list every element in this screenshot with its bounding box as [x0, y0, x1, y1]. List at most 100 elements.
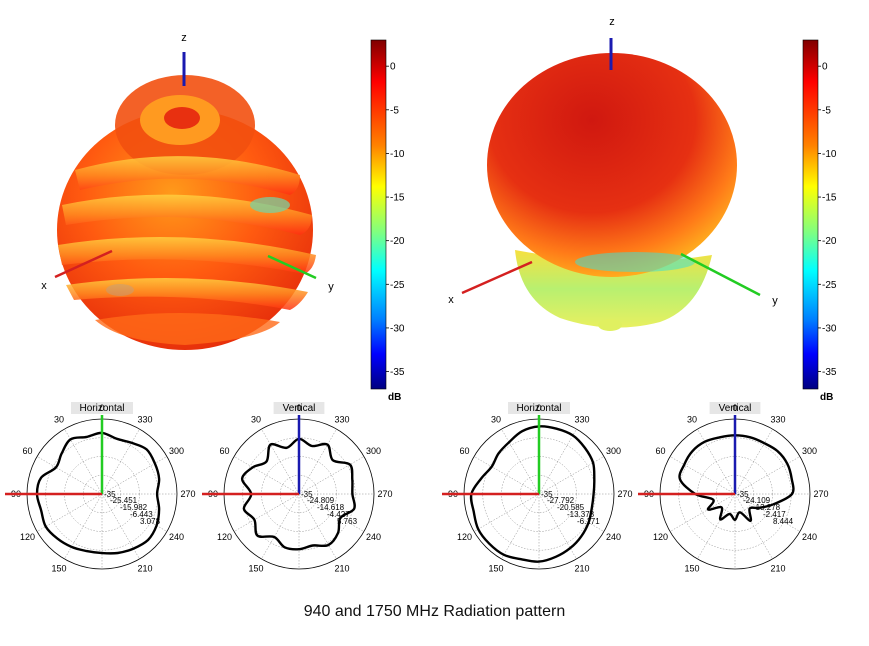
- polar-angle-label: 240: [802, 532, 817, 542]
- polar-angle-label: 330: [137, 415, 152, 425]
- polar-radial-label: -35: [104, 490, 116, 499]
- colorbar-940: 0 -5 -10 -15 -20 -25 -30 -35 dB: [370, 39, 405, 403]
- polar-angle-label: 30: [54, 415, 64, 425]
- polar-angle-label: 210: [137, 563, 152, 573]
- surface-ring: [95, 312, 280, 345]
- surface-ring: [62, 194, 312, 235]
- polar-grid-spoke: [501, 493, 540, 560]
- polar-horizontal-940: Horizontal0306090120150210240270300330-3…: [5, 402, 196, 573]
- polar-grid-spoke: [697, 428, 736, 495]
- y-axis-label: y: [328, 281, 334, 293]
- polar-angle-label: 120: [217, 532, 232, 542]
- polar-radial-label: 8.444: [773, 517, 794, 526]
- polar-angle-label: 60: [23, 446, 33, 456]
- pattern-3d-940: z x y: [41, 32, 334, 350]
- polar-grid-spoke: [36, 456, 103, 495]
- polar-grid-spoke: [734, 456, 801, 495]
- polar-grid-spoke: [233, 456, 300, 495]
- polar-grid-spoke: [298, 493, 365, 532]
- pattern-trace: [469, 425, 596, 563]
- polar-angle-label: 300: [366, 446, 381, 456]
- polar-angle-label: 300: [802, 446, 817, 456]
- surface-ring: [164, 107, 200, 129]
- colorbar-1750: 0 -5 -10 -15 -20 -25 -30 -35 dB: [802, 39, 837, 403]
- colorbar-tick-label: -20: [822, 236, 837, 247]
- polar-grid-spoke: [538, 493, 605, 532]
- polar-angle-label: 300: [606, 446, 621, 456]
- polar-grid-spoke: [669, 456, 736, 495]
- polar-angle-label: 150: [51, 563, 66, 573]
- polar-angle-label: 30: [687, 415, 697, 425]
- polar-title-bg: [273, 402, 325, 414]
- polar-angle-label: 270: [377, 489, 392, 499]
- polar-radial-label: 5.763: [337, 517, 358, 526]
- polar-angle-label: 0: [296, 403, 301, 413]
- polar-grid-spoke: [36, 493, 103, 532]
- polar-title-bg: [71, 402, 133, 414]
- polar-angle-label: 270: [813, 489, 828, 499]
- x-axis-line: [54, 249, 113, 279]
- polar-vertical-1750: Vertical0306090120150210240270300330-35-…: [638, 402, 829, 573]
- polar-grid-spoke: [101, 493, 168, 532]
- polar-radial-label: -20.585: [557, 503, 585, 512]
- polar-title-bg: [709, 402, 761, 414]
- polar-angle-label: 60: [656, 446, 666, 456]
- colorbar-tick-label: -25: [390, 280, 405, 291]
- polar-angle-label: 330: [770, 415, 785, 425]
- colorbar-tick-label: -5: [390, 105, 399, 116]
- polar-radial-label: -15.982: [120, 503, 148, 512]
- polar-angle-label: 240: [366, 532, 381, 542]
- colorbar-gradient: [370, 39, 387, 390]
- polar-angle-label: 30: [251, 415, 261, 425]
- polar-angle-label: 330: [574, 415, 589, 425]
- polar-grid-spoke: [538, 493, 577, 560]
- colorbar-tick-label: -30: [390, 323, 405, 334]
- polar-grid-spoke: [261, 493, 300, 560]
- colorbar-tick-label: -35: [822, 367, 837, 378]
- polar-radial-label: -35: [541, 490, 553, 499]
- polar-angle-label: 0: [536, 403, 541, 413]
- polar-title: Horizontal: [516, 403, 561, 414]
- polar-radial-label: -2.417: [763, 510, 786, 519]
- polar-title: Horizontal: [79, 403, 124, 414]
- polar-angle-label: 300: [169, 446, 184, 456]
- colorbar-tick-label: -15: [390, 193, 405, 204]
- colorbar-tick-label: -5: [822, 105, 831, 116]
- polar-radial-label: -35: [737, 490, 749, 499]
- polar-angle-label: 270: [617, 489, 632, 499]
- surface-body: [487, 53, 737, 277]
- polar-grid-spoke: [697, 493, 736, 560]
- surface-ring: [75, 156, 300, 195]
- colorbar-tick-label: -35: [390, 367, 405, 378]
- polar-grid-spoke: [473, 456, 540, 495]
- polar-grid-spoke: [538, 428, 577, 495]
- polar-angle-label: 210: [574, 563, 589, 573]
- polar-angle-label: 60: [220, 446, 230, 456]
- surface-low-spot: [250, 197, 290, 213]
- polar-angle-label: 0: [732, 403, 737, 413]
- polar-angle-label: 150: [248, 563, 263, 573]
- polar-vertical-940: Vertical0306090120150210240270300330-35-…: [202, 402, 393, 573]
- polar-radial-label: -6.443: [130, 510, 153, 519]
- polar-radial-label: -25.451: [110, 496, 138, 505]
- polar-grid-spoke: [298, 428, 337, 495]
- polar-radial-label: 3.078: [140, 517, 161, 526]
- polar-grid-spoke: [64, 428, 103, 495]
- pattern-trace: [35, 431, 161, 555]
- polar-angle-label: 30: [491, 415, 501, 425]
- polar-title-bg: [508, 402, 570, 414]
- surface-low-spot: [106, 284, 134, 296]
- polar-angle-label: 120: [457, 532, 472, 542]
- polar-grid-spoke: [64, 493, 103, 560]
- polar-angle-label: 150: [684, 563, 699, 573]
- surface-low-spot: [575, 252, 695, 272]
- colorbar-gradient: [802, 39, 819, 390]
- pattern-trace: [240, 437, 356, 551]
- polar-angle-label: 120: [653, 532, 668, 542]
- polar-angle-label: 270: [180, 489, 195, 499]
- z-axis-label: z: [609, 16, 615, 28]
- colorbar-tick-label: -30: [822, 323, 837, 334]
- polar-angle-label: 240: [169, 532, 184, 542]
- polar-grid-spoke: [298, 456, 365, 495]
